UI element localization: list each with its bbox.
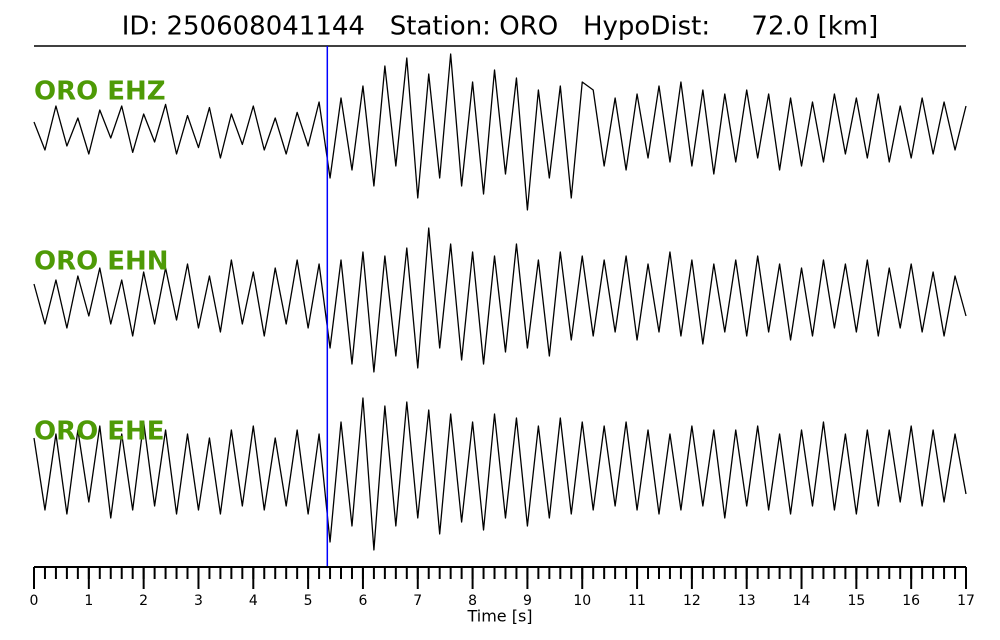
trace-label: ORO EHE xyxy=(34,417,165,447)
x-tick-label: 16 xyxy=(902,593,920,609)
x-tick-label: 0 xyxy=(30,593,39,609)
x-tick-label: 14 xyxy=(793,593,811,609)
x-tick-label: 9 xyxy=(523,593,532,609)
x-tick-label: 5 xyxy=(304,593,313,609)
chart-title: ID: 250608041144 Station: ORO HypoDist: … xyxy=(122,12,879,42)
x-tick-label: 1 xyxy=(84,593,93,609)
x-tick-label: 12 xyxy=(683,593,701,609)
x-tick-label: 10 xyxy=(573,593,591,609)
x-axis-label: Time [s] xyxy=(466,607,532,626)
x-tick-label: 13 xyxy=(738,593,756,609)
x-tick-label: 11 xyxy=(628,593,646,609)
trace-label: ORO EHZ xyxy=(34,77,166,107)
waveform xyxy=(33,397,967,551)
x-tick-label: 6 xyxy=(358,593,367,609)
x-tick-label: 2 xyxy=(139,593,148,609)
x-tick-label: 15 xyxy=(847,593,865,609)
waveform xyxy=(33,227,967,373)
x-tick-label: 4 xyxy=(249,593,258,609)
x-tick-label: 3 xyxy=(194,593,203,609)
waveform xyxy=(33,53,967,211)
x-tick-label: 17 xyxy=(957,593,975,609)
x-tick-label: 8 xyxy=(468,593,477,609)
trace-label: ORO EHN xyxy=(34,247,169,277)
x-tick-label: 7 xyxy=(413,593,422,609)
